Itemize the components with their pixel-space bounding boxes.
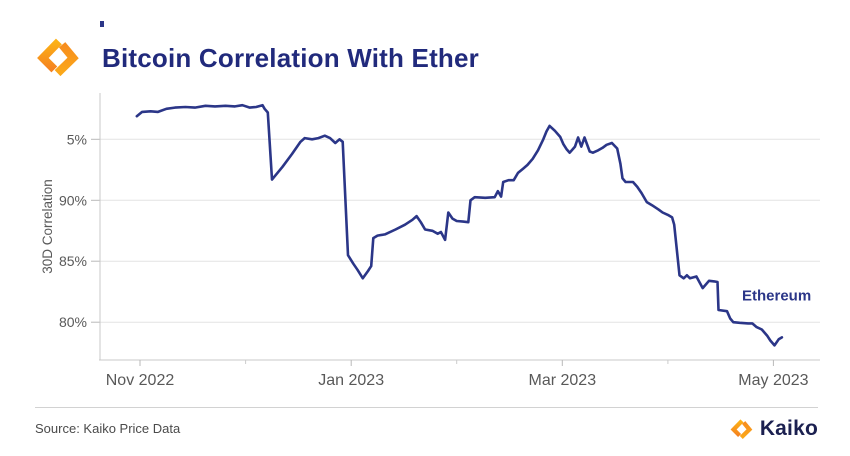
kaiko-logo-icon xyxy=(730,418,753,439)
footer-divider xyxy=(35,407,818,408)
source-text: Source: Kaiko Price Data xyxy=(35,421,181,436)
kaiko-wordmark: Kaiko xyxy=(759,417,818,440)
x-tick-label: Jan 2023 xyxy=(318,372,384,389)
y-axis-title: 30D Correlation xyxy=(40,179,55,274)
y-tick-label: 90% xyxy=(59,192,87,208)
kaiko-brand: Kaiko xyxy=(730,416,818,442)
x-tick-label: Nov 2022 xyxy=(106,372,175,389)
chart-title: Bitcoin Correlation With Ether xyxy=(102,43,479,73)
header: Bitcoin Correlation With Ether xyxy=(36,35,479,81)
series-label-ethereum: Ethereum xyxy=(742,287,811,304)
x-tick-label: Mar 2023 xyxy=(529,372,597,389)
y-tick-label: 5% xyxy=(67,131,87,147)
y-tick-label: 85% xyxy=(59,253,87,269)
x-tick-label: May 2023 xyxy=(738,372,808,389)
kaiko-logo-icon xyxy=(37,38,79,77)
y-tick-label: 80% xyxy=(59,314,87,330)
stray-pixel-artifact xyxy=(100,21,104,27)
correlation-line xyxy=(135,103,784,347)
